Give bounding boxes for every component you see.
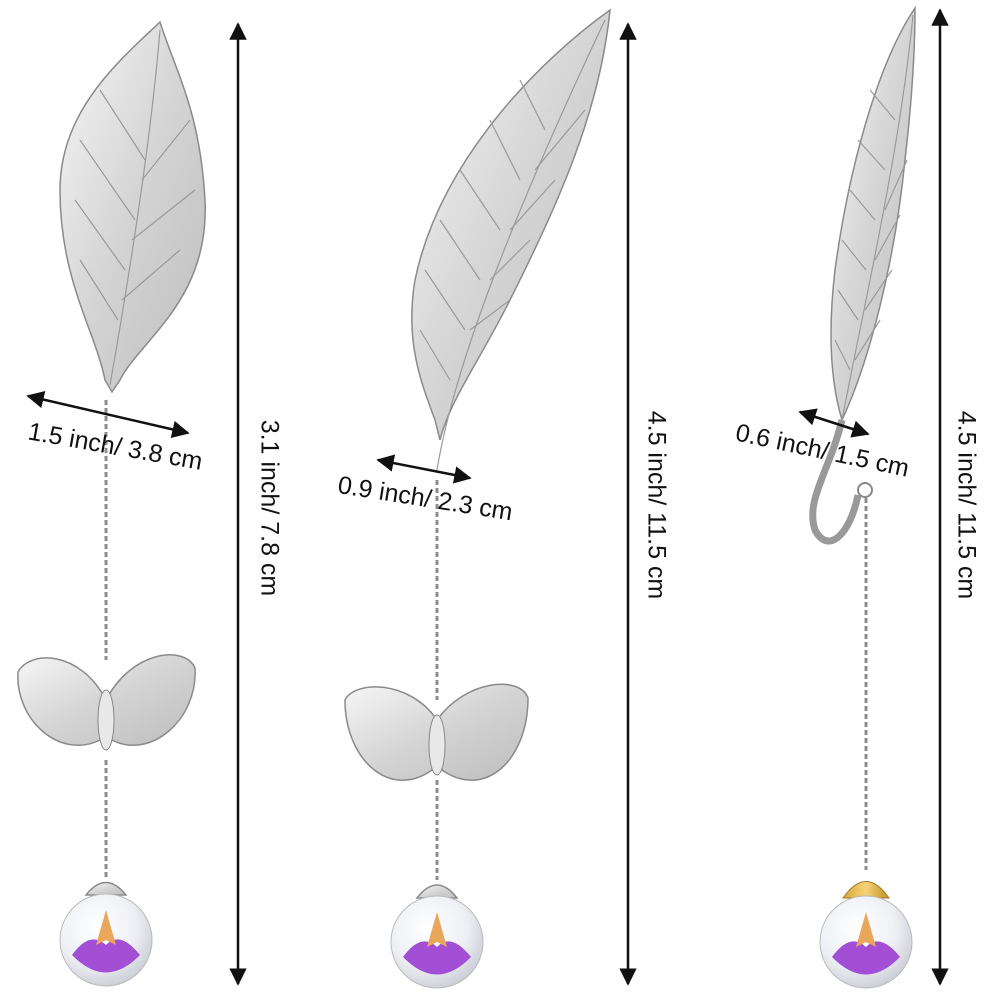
- leaf-bookmark: [17, 20, 206, 987]
- width-label: 1.5 inch/ 3.8 cm: [26, 418, 205, 476]
- width-arrow: [376, 454, 472, 484]
- width-arrow: [26, 391, 190, 438]
- feather-bookmark: [344, 8, 611, 989]
- height-label: 4.5 inch/ 11.5 cm: [952, 411, 980, 600]
- height-label: 3.1 inch/ 7.8 cm: [255, 420, 283, 596]
- hook-feather-bookmark: [809, 5, 916, 989]
- height-label: 4.5 inch/ 11.5 cm: [642, 411, 670, 600]
- width-label: 0.9 inch/ 2.3 cm: [336, 471, 515, 526]
- width-arrow: [798, 408, 870, 438]
